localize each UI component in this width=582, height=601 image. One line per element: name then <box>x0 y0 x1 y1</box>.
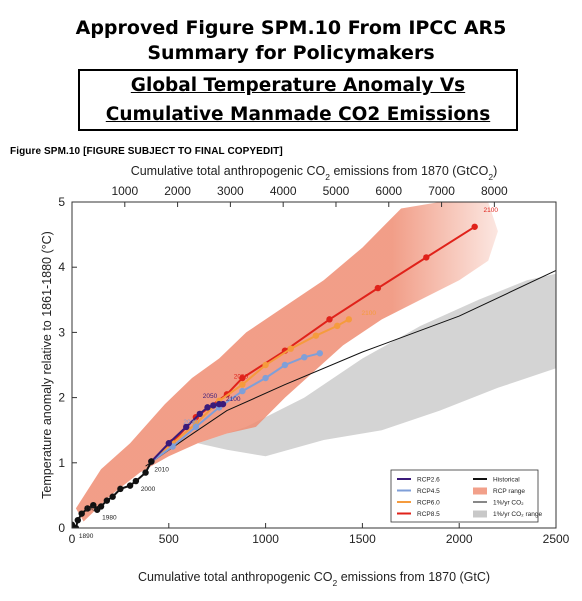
point-rcp60-5 <box>262 361 269 369</box>
x-top-tick-label-2000: 2000 <box>164 184 191 198</box>
point-historical-12 <box>132 477 140 485</box>
point-rcp45-8 <box>316 350 324 357</box>
legend-swatch-1-yr-co-range <box>473 510 487 518</box>
year-label-rcp26-1: 2100 <box>226 396 241 403</box>
axes: 0 500 1000 1500 2000 2500 0 1 2 3 4 5 1000 2000 3000 40… <box>40 164 570 588</box>
y-tick-label-3: 3 <box>58 325 65 339</box>
point-rcp85-7 <box>374 284 382 292</box>
x-tick-label-1000: 1000 <box>252 532 279 546</box>
y-tick-label-5: 5 <box>58 195 65 209</box>
headline-line-1: Approved Figure SPM.10 From IPCC AR5 <box>75 17 507 39</box>
point-historical-5 <box>90 501 97 509</box>
boxed-subtitle-line-2: Cumulative Manmade CO2 Emissions <box>105 104 491 125</box>
year-label-historical-1: 1950 <box>85 506 100 513</box>
year-label-rcp60-0: 2100 <box>362 310 377 317</box>
point-rcp45-7 <box>301 353 308 361</box>
y-tick-label-2: 2 <box>58 391 65 405</box>
x-top-tick-label-4000: 4000 <box>270 184 297 198</box>
point-rcp85-9 <box>471 223 478 230</box>
legend-label-rcp8-5: RCP8.5 <box>417 511 440 518</box>
x-tick-label-2500: 2500 <box>543 532 570 546</box>
x-top-axis-label: Cumulative total anthropogenic CO2 emiss… <box>131 164 498 182</box>
point-rcp45-6 <box>281 361 289 369</box>
legend: RCP2.6 Historical RCP4.5 RCP range RCP6.0 1%/… <box>390 469 543 523</box>
x-axis-label: Cumulative total anthropogenic CO2 emiss… <box>138 570 490 588</box>
point-historical-8 <box>103 497 111 504</box>
point-rcp26-7 <box>219 400 227 408</box>
point-rcp60-8 <box>334 322 341 330</box>
point-rcp60-7 <box>312 332 320 339</box>
plot-frame <box>71 201 557 529</box>
point-rcp45-5 <box>262 374 269 382</box>
point-historical-13 <box>142 469 149 476</box>
year-label-rcp26-0: 2050 <box>203 393 218 400</box>
point-rcp85-6 <box>326 316 333 323</box>
point-rcp26-4 <box>204 404 211 411</box>
series-line-rcp60 <box>150 318 350 463</box>
x-tick-label-0: 0 <box>69 532 76 546</box>
legend-label-1-yr-co-: 1%/yr CO₂ <box>493 500 524 507</box>
x-tick-label-500: 500 <box>159 532 179 546</box>
legend-label-rcp4-5: RCP4.5 <box>417 488 440 495</box>
y-axis-label: Temperature anomaly relative to 1861-188… <box>40 231 54 499</box>
point-historical-1 <box>72 524 80 528</box>
year-label-historical-4: 2010 <box>154 466 169 473</box>
x-top-tick-label-3000: 3000 <box>217 184 244 198</box>
point-rcp26-1 <box>165 440 172 447</box>
boxed-subtitle-line-1: Global Temperature Anomaly Vs <box>130 75 466 96</box>
y-tick-label-1: 1 <box>58 456 65 470</box>
x-top-tick-label-7000: 7000 <box>428 184 455 198</box>
headline-line-2: Summary for Policymakers <box>147 42 435 64</box>
legend-label-rcp2-6: RCP2.6 <box>417 477 440 484</box>
year-label-rcp85-1: 2100 <box>483 207 498 214</box>
point-historical-10 <box>117 485 124 493</box>
legend-label-rcp-range: RCP range <box>493 488 525 495</box>
boxed-subtitle: Global Temperature Anomaly Vs Cumulative… <box>78 69 518 131</box>
x-top-tick-label-6000: 6000 <box>375 184 402 198</box>
point-rcp85-8 <box>423 254 430 261</box>
point-rcp60-4 <box>239 381 246 388</box>
legend-label-rcp6-0: RCP6.0 <box>417 500 440 507</box>
year-label-historical-3: 2000 <box>141 486 156 493</box>
legend-label-historical: Historical <box>493 477 520 484</box>
point-rcp26-3 <box>196 410 203 418</box>
x-tick-label-2000: 2000 <box>446 532 473 546</box>
legend-label-1-yr-co-range: 1%/yr CO₂ range <box>493 511 543 518</box>
point-rcp26-2 <box>183 423 190 431</box>
year-label-historical-0: 1890 <box>79 533 94 540</box>
point-rcp45-4 <box>239 387 246 395</box>
y-tick-label-0: 0 <box>58 521 65 535</box>
year-label-historical-2: 1980 <box>102 515 117 522</box>
point-rcp26-5 <box>210 402 217 409</box>
x-top-tick-label-5000: 5000 <box>323 184 350 198</box>
figure-label: Figure SPM.10 [FIGURE SUBJECT TO FINAL C… <box>10 146 283 157</box>
point-historical-3 <box>78 510 85 517</box>
pct-co2-range-band <box>197 273 556 457</box>
point-historical-7 <box>97 503 105 510</box>
pct-co2-line <box>145 270 556 467</box>
y-tick-label-4: 4 <box>58 260 65 274</box>
point-historical-14 <box>148 458 155 465</box>
point-historical-9 <box>109 493 116 500</box>
point-rcp85-4 <box>239 374 246 382</box>
legend-swatch-rcp-range <box>473 487 487 495</box>
point-rcp60-6 <box>287 345 294 352</box>
point-historical-4 <box>84 505 91 512</box>
point-rcp45-2 <box>192 423 200 431</box>
year-label-rcp45-0: 2030 <box>183 419 198 426</box>
year-label-rcp85-0: 2050 <box>234 373 249 380</box>
legend-box <box>390 469 539 523</box>
point-rcp60-9 <box>345 316 353 323</box>
point-historical-11 <box>126 482 134 489</box>
x-top-tick-label-8000: 8000 <box>481 184 508 198</box>
point-historical-2 <box>74 516 82 524</box>
x-tick-label-1500: 1500 <box>349 532 376 546</box>
x-top-tick-label-1000: 1000 <box>111 184 138 198</box>
series-lines <box>72 223 556 528</box>
